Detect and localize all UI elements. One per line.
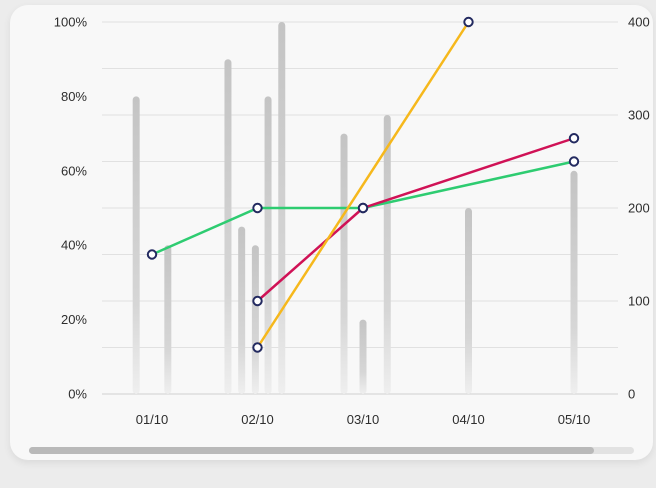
right-axis-tick: 0	[628, 387, 635, 402]
chart-card: 0% 20% 40% 60% 80% 100% 0 100 200 300 400 01/10 02…	[10, 5, 653, 460]
x-axis-tick: 02/10	[241, 412, 274, 427]
left-axis-tick: 100%	[54, 15, 88, 30]
bar-11	[465, 208, 472, 394]
left-axis-tick: 0%	[68, 387, 87, 402]
line-point-1-2[interactable]	[252, 202, 263, 214]
left-axis-tick: 60%	[61, 163, 87, 178]
line-point-2-1[interactable]	[252, 295, 263, 307]
line-series-3	[256, 21, 470, 349]
bar-5	[251, 245, 259, 394]
line-point-2-3[interactable]	[568, 133, 580, 144]
bar-12	[570, 170, 578, 394]
line-series-1	[151, 160, 575, 256]
x-axis-tick: 01/10	[136, 412, 169, 427]
left-axis: 0% 20% 40% 60% 80% 100%	[54, 15, 88, 402]
line-point-1-4[interactable]	[568, 156, 580, 167]
x-axis-tick: 05/10	[558, 412, 591, 427]
line-point-3-1[interactable]	[252, 342, 263, 353]
right-axis-tick: 400	[628, 15, 650, 30]
x-axis-tick: 04/10	[452, 412, 485, 427]
scrollbar-thumb[interactable]	[29, 447, 594, 454]
bar-9	[359, 319, 367, 394]
right-axis-tick: 200	[628, 201, 650, 216]
bar-series	[132, 22, 578, 395]
bar-2	[164, 245, 172, 394]
bar-1	[132, 96, 140, 395]
x-axis: 01/10 02/10 03/10 04/10 05/10	[136, 412, 591, 427]
bar-4	[238, 226, 246, 394]
line-point-3-2[interactable]	[463, 16, 474, 28]
right-axis-tick: 300	[628, 108, 650, 123]
horizontal-scrollbar[interactable]	[29, 447, 634, 454]
line-series-2	[256, 137, 575, 302]
right-axis-tick: 100	[628, 294, 650, 309]
line-point-1-1[interactable]	[146, 249, 158, 260]
x-axis-tick: 03/10	[347, 412, 380, 427]
bar-3	[224, 59, 232, 394]
bar-6	[264, 96, 272, 395]
left-axis-tick: 20%	[61, 312, 87, 327]
line-point-2-2[interactable]	[357, 202, 369, 214]
bar-8	[340, 133, 348, 394]
bar-10	[383, 115, 391, 394]
combo-chart: 0% 20% 40% 60% 80% 100% 0 100 200 300 400 01/10 02…	[54, 15, 650, 428]
left-axis-tick: 40%	[61, 238, 87, 253]
left-axis-tick: 80%	[61, 89, 87, 104]
right-axis: 0 100 200 300 400	[628, 15, 650, 402]
line-points	[146, 16, 580, 353]
line-series	[151, 21, 575, 349]
